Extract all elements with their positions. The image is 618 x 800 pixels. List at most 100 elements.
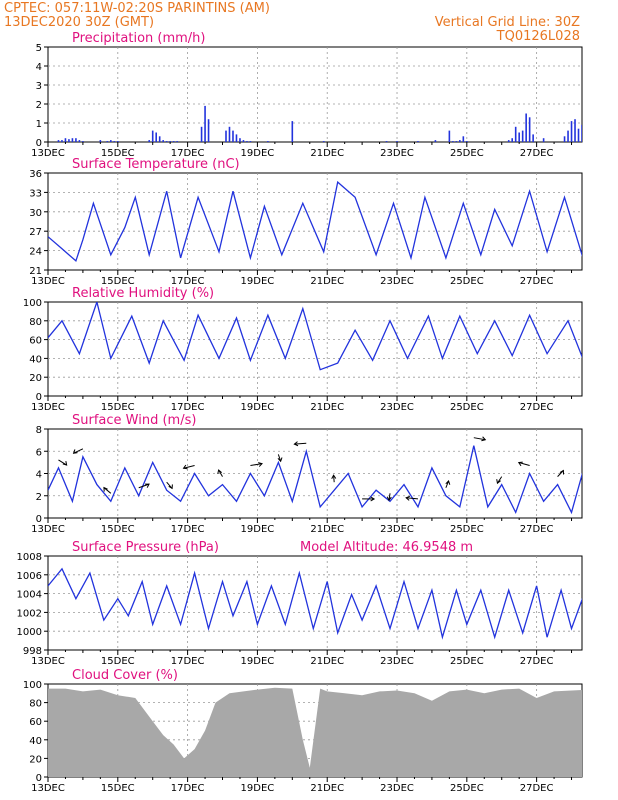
- cloud-ytick-label: 80: [29, 699, 42, 710]
- wind-arrow-head: [386, 496, 392, 502]
- cloud-xtick-label: 17DEC: [171, 783, 205, 794]
- precipitation-bar: [322, 141, 325, 142]
- precipitation-bar: [588, 127, 590, 142]
- precipitation-bar: [207, 119, 210, 142]
- precipitation-bar: [71, 138, 74, 142]
- cloud-xtick-label: 27DEC: [520, 783, 554, 794]
- precipitation-bar: [117, 141, 119, 142]
- wind-ytick-label: 0: [36, 514, 42, 525]
- wind-ytick-label: 4: [36, 470, 42, 481]
- wind-arrow-head: [496, 479, 501, 485]
- panel-humidity: 0 20 40 60 80 100 13DEC 15DEC 17DEC 19DEC 21DEC 23D…: [23, 286, 583, 413]
- humidity-xtick-label: 25DEC: [450, 402, 484, 413]
- precipitation-bar: [99, 140, 102, 142]
- wind-title: Surface Wind (m/s): [72, 413, 196, 428]
- pressure-xtick-label: 21DEC: [310, 656, 344, 667]
- wind-xtick-label: 17DEC: [171, 524, 205, 535]
- wind-arrow-head: [481, 436, 487, 442]
- wind-xtick-label: 23DEC: [380, 524, 414, 535]
- wind-arrow-head: [445, 479, 451, 485]
- pressure-ytick-label: 1004: [17, 590, 42, 601]
- precipitation-bar: [528, 117, 531, 142]
- precipitation-bar: [235, 134, 238, 142]
- precipitation-bar: [542, 138, 545, 142]
- wind-arrow-head: [277, 457, 283, 463]
- wind-arrow-head: [182, 464, 188, 470]
- wind-xtick-label: 21DEC: [310, 524, 344, 535]
- precipitation-xtick-label: 23DEC: [380, 148, 414, 159]
- precipitation-bar: [106, 141, 109, 142]
- precipitation-xtick-label: 25DEC: [450, 148, 484, 159]
- cloud-ytick-label: 40: [29, 736, 42, 747]
- humidity-xtick-label: 21DEC: [310, 402, 344, 413]
- precipitation-bar: [169, 141, 171, 142]
- humidity-xtick-label: 23DEC: [380, 402, 414, 413]
- pressure-xtick-label: 17DEC: [171, 656, 205, 667]
- precipitation-bar: [242, 140, 245, 142]
- temperature-line: [48, 180, 582, 263]
- wind-arrow-head: [258, 462, 263, 467]
- precipitation-xtick-label: 17DEC: [171, 148, 205, 159]
- precipitation-bar: [267, 141, 269, 142]
- pressure-xtick-label: 15DEC: [101, 656, 135, 667]
- precipitation-bar: [78, 140, 81, 142]
- precipitation-bar: [452, 141, 454, 142]
- precipitation-bar: [511, 138, 513, 142]
- pressure-ytick-label: 1008: [17, 552, 42, 563]
- precipitation-bar: [75, 138, 77, 142]
- humidity-frame: [47, 301, 583, 397]
- wind-arrow-head: [405, 495, 411, 501]
- panel-wind: 0 2 4 6 8 13DEC 15DEC 17DEC 19DEC 21DEC 23DEC 25DEC…: [31, 413, 595, 535]
- precipitation-bar: [82, 141, 84, 142]
- precipitation-frame: [47, 46, 583, 143]
- pressure-ytick-label: 1002: [17, 608, 42, 619]
- temperature-xtick-label: 25DEC: [450, 276, 484, 287]
- precipitation-bar: [466, 141, 468, 142]
- precipitation-bar: [577, 128, 580, 142]
- wind-arrow: [73, 448, 84, 454]
- precipitation-xtick-label: 19DEC: [241, 148, 275, 159]
- precipitation-bar: [521, 130, 524, 142]
- humidity-line: [48, 302, 582, 371]
- precipitation-bar: [228, 126, 231, 142]
- precipitation-bar: [155, 132, 157, 142]
- cloud-xtick-label: 15DEC: [101, 783, 135, 794]
- humidity-ytick-label: 20: [29, 373, 42, 384]
- cloud-xtick-label: 21DEC: [310, 783, 344, 794]
- precipitation-bar: [455, 141, 458, 142]
- humidity-ytick-label: 80: [29, 317, 42, 328]
- precipitation-bar: [417, 141, 419, 142]
- precipitation-bar: [507, 140, 510, 142]
- vertical-grid-note: Vertical Grid Line: 30Z: [435, 15, 580, 30]
- precipitation-bar: [165, 141, 168, 142]
- wind-arrow-head: [72, 449, 78, 454]
- precipitation-bar: [525, 113, 527, 142]
- temperature-xtick-label: 27DEC: [520, 276, 554, 287]
- precipitation-bar: [110, 140, 112, 142]
- wind-ytick-label: 2: [36, 492, 42, 503]
- humidity-xtick-label: 27DEC: [520, 402, 554, 413]
- pressure-xtick-label: 27DEC: [520, 656, 554, 667]
- wind-arrow-head: [293, 441, 299, 447]
- wind-ytick-label: 8: [36, 425, 42, 436]
- cloud-ytick-label: 100: [23, 680, 42, 691]
- pressure-ytick-label: 1000: [17, 627, 42, 638]
- panel-pressure: 998 1000 1002 1004 1006 1008 13DEC 15DEC 17DEC 19…: [17, 540, 583, 667]
- precipitation-data: [57, 105, 590, 142]
- wind-arrow-head: [559, 469, 565, 475]
- wind-arrow-head: [217, 469, 222, 475]
- wind-arrow-head: [103, 486, 108, 492]
- precipitation-bar: [581, 124, 582, 142]
- precipitation-bar: [57, 140, 60, 142]
- precipitation-bar: [225, 130, 227, 142]
- panel-cloud: 0 20 40 60 80 100 13DEC 15DEC 17DEC 19DEC 21DEC 23D…: [23, 668, 583, 794]
- precipitation-ytick-label: 5: [36, 43, 42, 54]
- humidity-ytick-label: 100: [23, 298, 42, 309]
- temperature-ytick-label: 27: [29, 227, 42, 238]
- humidity-data: [48, 302, 582, 371]
- wind-arrow: [585, 454, 595, 458]
- precipitation-xtick-label: 27DEC: [520, 148, 554, 159]
- station-title: CPTEC: 057:11W-02:20S PARINTINS (AM): [4, 1, 270, 16]
- precipitation-bar: [585, 123, 587, 142]
- pressure-annotation: Model Altitude: 46.9548 m: [300, 540, 473, 555]
